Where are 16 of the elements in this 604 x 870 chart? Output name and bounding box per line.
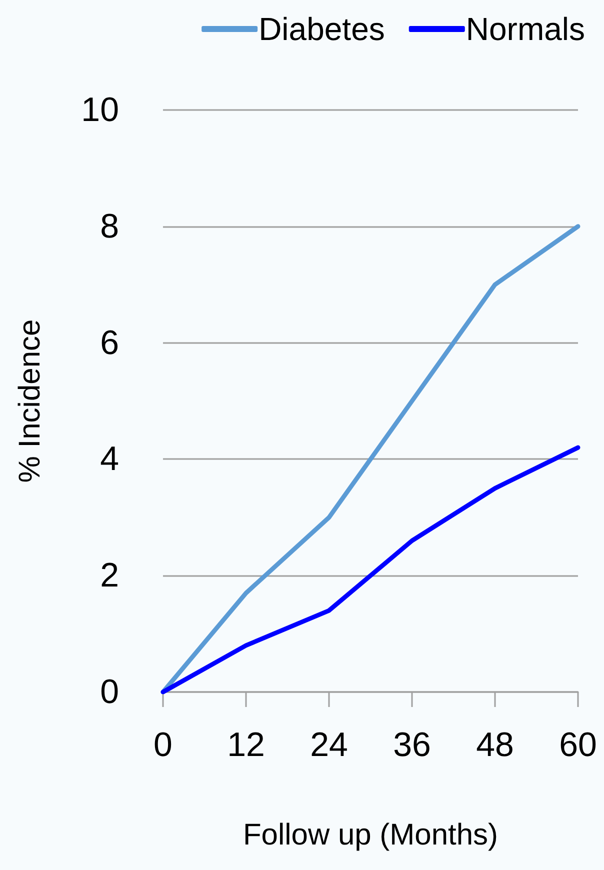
x-tick-label: 48 <box>476 726 514 764</box>
y-tick-label: 10 <box>81 91 119 129</box>
y-tick-label: 6 <box>100 324 119 362</box>
y-tick-label: 4 <box>100 440 119 478</box>
legend-label: Normals <box>466 11 585 47</box>
x-tick-label: 12 <box>227 726 265 764</box>
x-tick-label: 36 <box>393 726 431 764</box>
x-tick-label: 24 <box>310 726 348 764</box>
y-tick-label: 0 <box>100 673 119 711</box>
y-tick-label: 2 <box>100 556 119 595</box>
y-tick-label: 8 <box>100 207 119 246</box>
y-axis-title: % Incidence <box>14 319 46 483</box>
x-axis-title: Follow up (Months) <box>242 818 498 852</box>
x-tick-label: 0 <box>154 726 172 764</box>
x-tick-label: 60 <box>559 726 597 764</box>
legend-label: Diabetes <box>258 11 385 47</box>
